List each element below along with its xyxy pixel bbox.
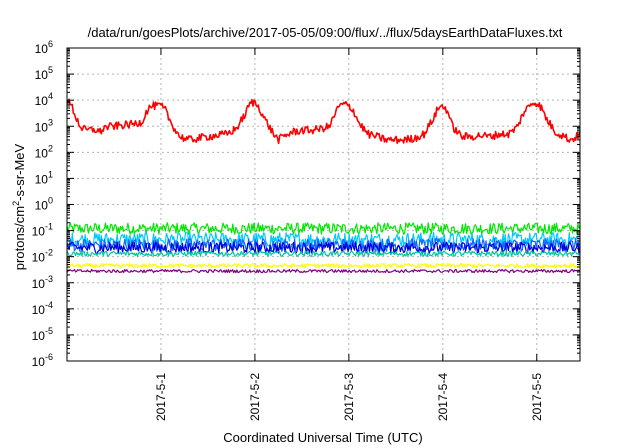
y-tick-label: 10-4 xyxy=(32,300,53,317)
x-axis-label: Coordinated Universal Time (UTC) xyxy=(223,430,422,445)
y-tick-label: 105 xyxy=(35,65,53,82)
y-tick-label: 10-1 xyxy=(32,222,53,239)
series-line-1 xyxy=(66,222,581,235)
y-tick-label: 102 xyxy=(35,143,53,160)
series-layer xyxy=(66,98,581,274)
x-tick-label: 2017-5-4 xyxy=(436,373,450,421)
y-tick-label: 10-3 xyxy=(32,274,53,291)
y-tick-label: 104 xyxy=(35,91,53,108)
y-tick-label: 101 xyxy=(35,169,53,186)
series-line-5 xyxy=(66,250,580,257)
series-line-6 xyxy=(66,263,581,269)
x-tick-label: 2017-5-5 xyxy=(530,373,544,421)
axes: 10-6 10-5 10-4 10-3 10-2 10-1 100 101 102 103 104 1… xyxy=(32,39,581,421)
y-axis-label: protons/cm2-s-sr-MeV xyxy=(11,143,27,270)
y-tick-label: 106 xyxy=(35,39,53,56)
x-tick-label: 2017-5-2 xyxy=(248,373,262,421)
y-tick-label: 100 xyxy=(35,196,53,213)
plot-frame xyxy=(66,47,581,362)
x-tick-label: 2017-5-3 xyxy=(342,373,356,421)
y-tick-label: 103 xyxy=(35,117,53,134)
y-tick-label: 10-5 xyxy=(32,326,53,343)
grid-lines xyxy=(67,48,580,361)
series-line-7 xyxy=(66,268,581,274)
series-line-0 xyxy=(66,98,581,145)
y-tick-label: 10-2 xyxy=(32,248,53,265)
x-tick-label: 2017-5-1 xyxy=(154,373,168,421)
y-tick-label: 10-6 xyxy=(32,352,53,369)
chart-title: /data/run/goesPlots/archive/2017-05-05/0… xyxy=(88,25,563,40)
